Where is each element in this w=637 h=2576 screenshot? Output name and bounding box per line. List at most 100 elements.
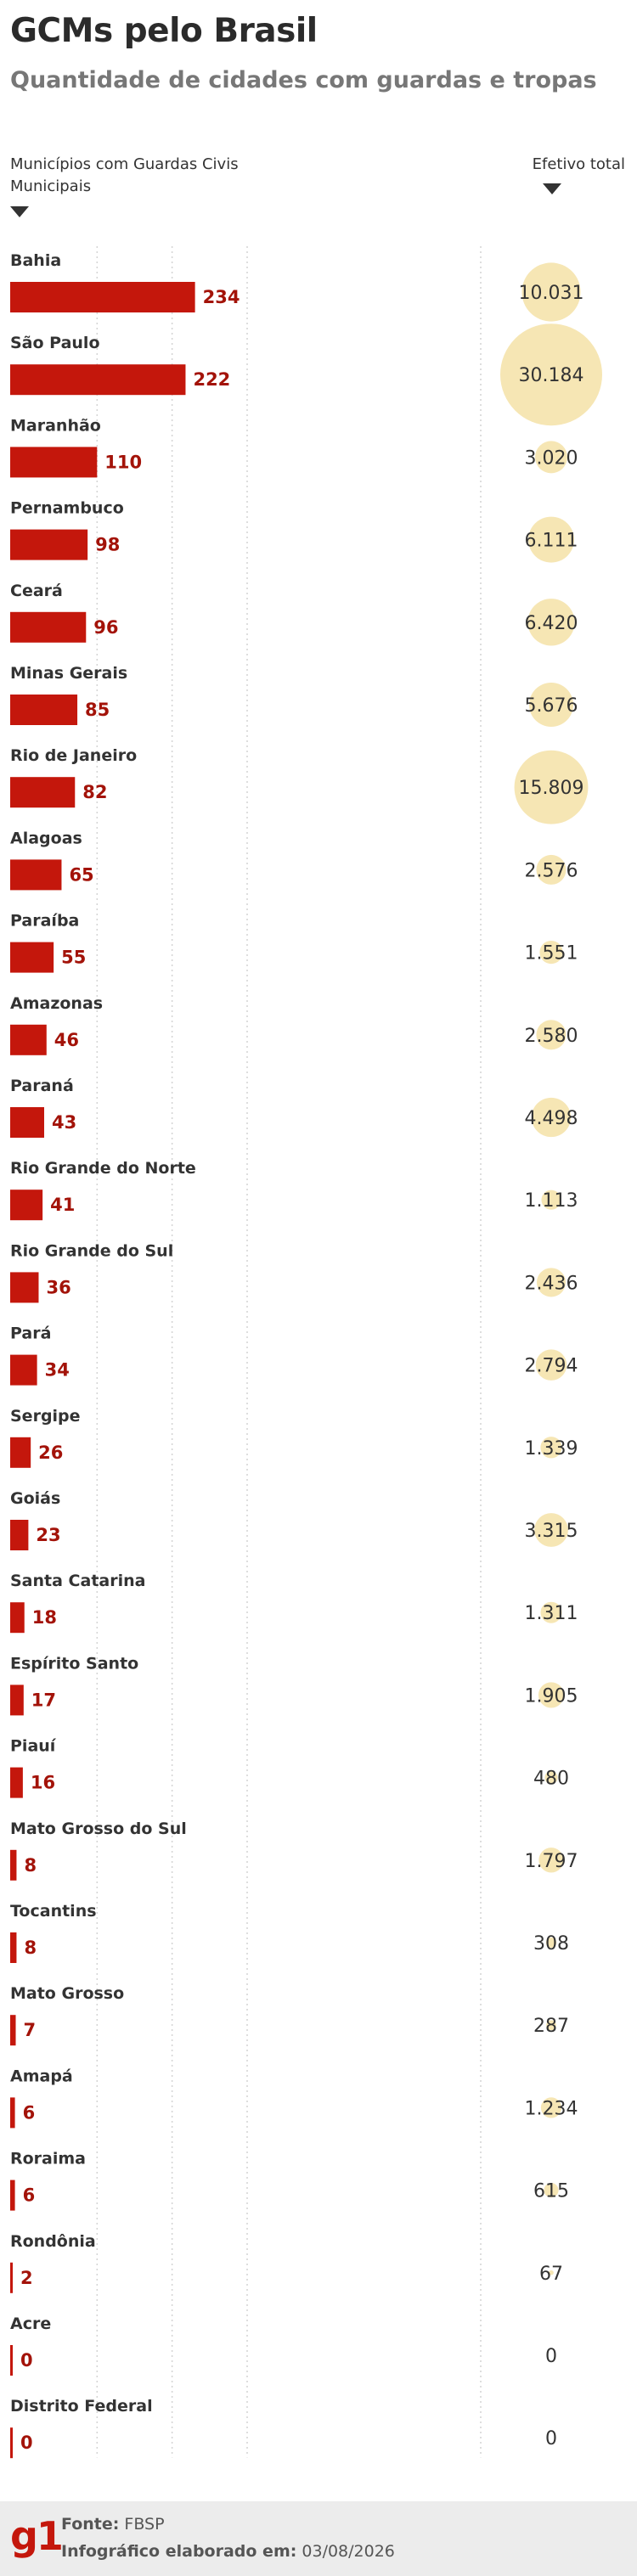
bar-value-label: 8 [24, 1938, 37, 1958]
bar-value-label: 7 [24, 2020, 37, 2040]
bar-value-label: 82 [82, 782, 107, 802]
bar [10, 1767, 23, 1798]
total-bubble [536, 1020, 567, 1050]
bar-value-label: 43 [52, 1112, 76, 1133]
column-header-efetivo: Efetivo total [532, 155, 625, 173]
total-bubble [536, 854, 567, 885]
total-value-label: 0 [545, 2346, 557, 2367]
bar [10, 529, 88, 560]
bar [10, 447, 98, 478]
bar [10, 2097, 15, 2129]
total-bubble [546, 2020, 556, 2031]
state-label: Amazonas [10, 994, 103, 1013]
bar-value-label: 0 [20, 2433, 33, 2453]
total-bubble [521, 262, 581, 322]
bar-value-label: 96 [93, 617, 118, 638]
state-label: Goiás [10, 1489, 60, 1508]
state-label: Minas Gerais [10, 664, 127, 683]
bar [10, 2427, 13, 2459]
total-value-label: 15.809 [519, 778, 584, 799]
total-bubble [549, 2269, 554, 2275]
bar [10, 2179, 15, 2211]
total-value-label: 287 [533, 2016, 569, 2037]
bar-value-label: 55 [61, 948, 86, 968]
state-label: São Paulo [10, 334, 100, 352]
state-label: Maranhão [10, 416, 101, 435]
total-value-label: 2.580 [525, 1026, 578, 1047]
total-value-label: 10.031 [519, 283, 584, 304]
total-value-label: 1.234 [525, 2098, 578, 2119]
bar [10, 1190, 43, 1221]
state-label: Ceará [10, 582, 63, 600]
chart-subtitle: Quantidade de cidades com guardas e trop… [10, 67, 597, 93]
bar [10, 1272, 39, 1303]
state-label: Bahia [10, 251, 61, 270]
total-bubble [544, 2183, 559, 2198]
triangle-down-icon [543, 183, 561, 194]
state-label: Tocantins [10, 1902, 97, 1921]
bar [10, 1354, 37, 1386]
total-value-label: 615 [533, 2181, 569, 2202]
state-label: Rondônia [10, 2232, 96, 2251]
total-bubble [528, 682, 574, 728]
total-value-label: 1.113 [525, 1190, 578, 1212]
bar-value-label: 98 [95, 535, 120, 555]
bar [10, 2262, 13, 2293]
date-line: Infográfico elaborado em: 03/08/2026 [61, 2542, 395, 2561]
state-label: Distrito Federal [10, 2397, 153, 2416]
state-label: Mato Grosso do Sul [10, 1820, 187, 1838]
bar [10, 1602, 25, 1634]
bar-value-label: 65 [69, 864, 93, 885]
bar [10, 695, 78, 725]
total-value-label: 2.576 [525, 860, 578, 881]
bar [10, 2345, 13, 2376]
bar-value-label: 0 [20, 2350, 33, 2371]
state-label: Acre [10, 2314, 51, 2333]
bar-value-label: 2 [20, 2268, 33, 2288]
bar-value-label: 110 [104, 452, 142, 472]
bar-value-label: 36 [46, 1277, 70, 1297]
state-label: Rio Grande do Norte [10, 1159, 196, 1178]
state-label: Espírito Santo [10, 1654, 138, 1673]
bar-value-label: 18 [32, 1607, 57, 1628]
state-label: Piauí [10, 1737, 57, 1756]
date-label: Infográfico elaborado em: [61, 2542, 297, 2561]
state-label: Santa Catarina [10, 1572, 145, 1590]
state-label: Paraíba [10, 912, 79, 931]
bar [10, 2015, 16, 2046]
total-bubble [535, 441, 567, 474]
bar-value-label: 8 [24, 1855, 37, 1876]
chart-title: GCMs pelo Brasil [10, 12, 318, 50]
state-label: Pará [10, 1325, 51, 1343]
date-value: 03/08/2026 [302, 2542, 395, 2561]
bar [10, 1932, 17, 1963]
total-value-label: 2.794 [525, 1356, 578, 1377]
source-value: FBSP [124, 2515, 165, 2534]
total-value-label: 6.111 [525, 531, 578, 552]
state-label: Sergipe [10, 1407, 81, 1426]
bar-value-label: 17 [31, 1690, 56, 1710]
total-value-label: 2.436 [525, 1273, 578, 1294]
total-value-label: 6.420 [525, 613, 578, 634]
total-bubble [528, 516, 574, 563]
bar-value-label: 26 [38, 1443, 63, 1463]
total-value-label: 3.315 [525, 1521, 578, 1542]
bar [10, 942, 54, 973]
total-value-label: 4.498 [525, 1108, 578, 1129]
total-bubble [531, 1097, 572, 1138]
total-bubble [527, 599, 575, 646]
total-value-label: 3.020 [525, 447, 578, 469]
bar-value-label: 6 [23, 2185, 36, 2206]
total-value-label: 1.311 [525, 1603, 578, 1624]
total-bubble [536, 1268, 567, 1297]
bar-value-label: 85 [85, 700, 110, 720]
total-value-label: 1.797 [525, 1851, 578, 1872]
total-value-label: 0 [545, 2428, 557, 2449]
total-bubble [540, 2097, 562, 2118]
total-bubble [540, 1601, 562, 1623]
total-bubble [514, 750, 589, 824]
source-line: Fonte: FBSP [61, 2515, 165, 2534]
total-bubble [535, 1349, 567, 1381]
bar [10, 1520, 29, 1550]
